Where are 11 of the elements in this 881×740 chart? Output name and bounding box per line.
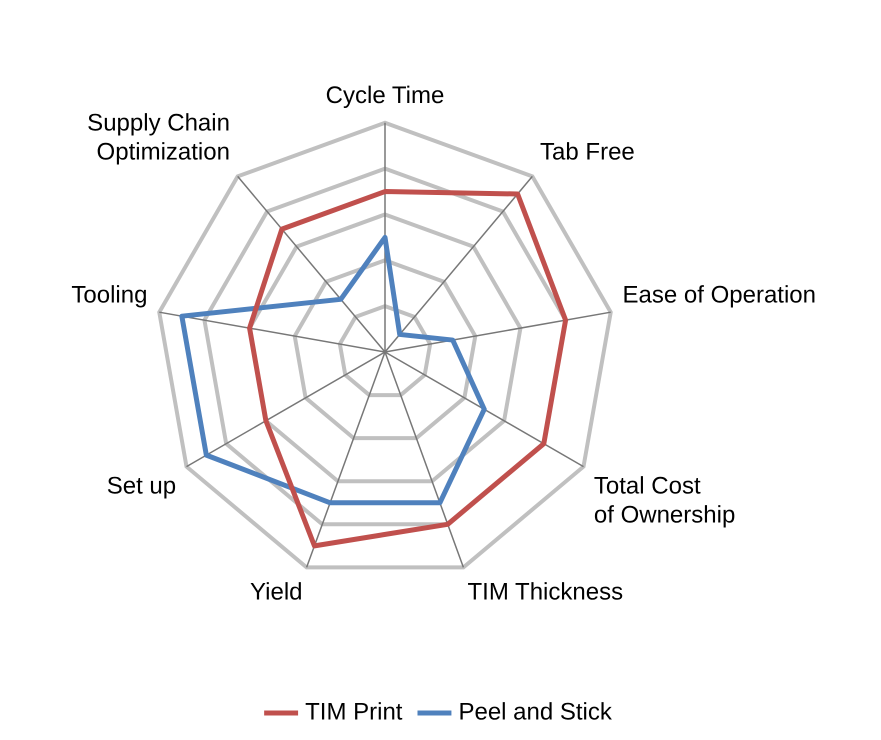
spoke-label: Total Cost of Ownership <box>594 472 736 528</box>
legend-label: Peel and Stick <box>458 698 613 726</box>
spoke-label: TIM Thickness <box>468 578 624 606</box>
spoke-label: Tooling <box>71 281 148 308</box>
spoke-label: Ease of Operation <box>622 281 816 308</box>
spoke-label: Cycle Time <box>326 82 444 110</box>
legend-label: TIM Print <box>305 698 403 726</box>
spoke-label: Tab Free <box>540 138 635 166</box>
spoke-label: Supply Chain Optimization <box>87 110 230 166</box>
spoke-label: Yield <box>250 578 302 606</box>
spoke-label: Set up <box>106 472 176 500</box>
